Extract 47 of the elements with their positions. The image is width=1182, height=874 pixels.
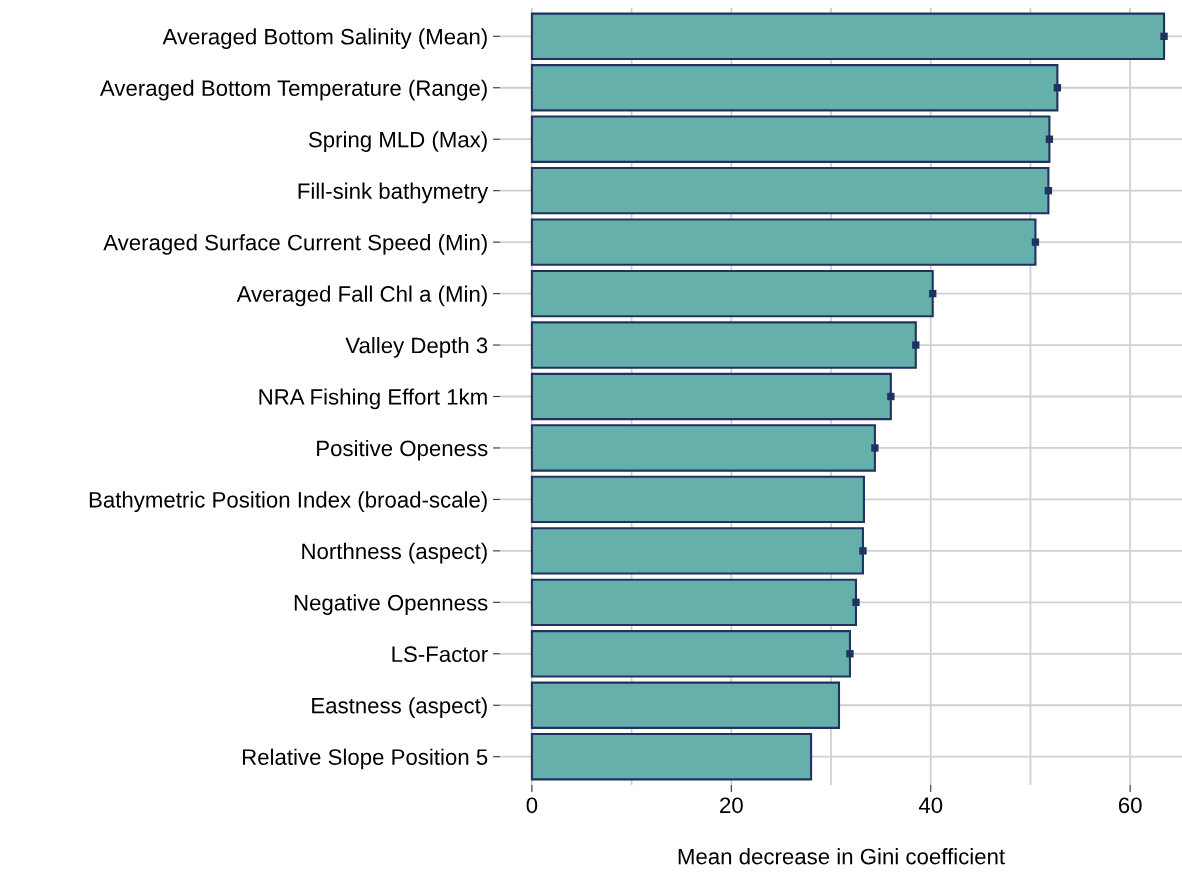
y-tick-label: Negative Openness <box>294 594 488 615</box>
bar <box>530 218 1037 266</box>
x-tick-label: 20 <box>720 797 743 814</box>
y-tick-label: Northness (aspect) <box>302 542 487 564</box>
bar <box>530 681 841 729</box>
bar <box>530 166 1050 215</box>
x-axis-title: Mean decrease in Gini coefficient <box>678 848 1005 865</box>
y-tick-label: Eastness (aspect) <box>312 697 487 718</box>
y-tick-label: Averaged Surface Current Speed (Min) <box>103 234 487 255</box>
x-tick-label: 60 <box>1118 797 1142 814</box>
y-tick-label: Averaged Fall Chl a (Min) <box>236 285 487 307</box>
x-tick-label: 0 <box>526 797 538 814</box>
bar <box>530 424 876 472</box>
bar <box>530 321 917 369</box>
bar <box>530 372 892 421</box>
bar <box>530 630 852 678</box>
bar <box>530 115 1051 163</box>
bar <box>530 475 865 524</box>
y-tick-label: Averaged Bottom Salinity (Mean) <box>162 28 487 49</box>
y-tick-label: Positive Openess <box>317 439 488 461</box>
y-tick-label: Averaged Bottom Temperature (Range) <box>99 79 487 101</box>
bar <box>530 269 934 318</box>
bar <box>530 12 1166 60</box>
y-tick-label: Fill-sink bathymetry <box>298 182 489 204</box>
y-tick-label: Valley Depth 3 <box>345 336 488 358</box>
bar <box>530 527 864 575</box>
x-tick-label: 40 <box>918 797 943 814</box>
point <box>912 341 920 349</box>
y-tick-label: Spring MLD (Max) <box>308 131 487 152</box>
point <box>859 547 867 555</box>
point <box>1053 84 1062 92</box>
bar <box>530 64 1059 112</box>
point <box>852 598 860 606</box>
bar <box>530 733 813 781</box>
y-tick-label: Bathymetric Position Index (broad-scale) <box>89 491 487 513</box>
point <box>887 392 895 401</box>
y-tick-label: NRA Fishing Effort 1km <box>259 388 487 410</box>
point <box>1045 135 1054 143</box>
point <box>1031 238 1040 246</box>
point <box>1160 32 1168 40</box>
point <box>929 289 937 298</box>
point <box>1044 187 1053 195</box>
point <box>846 650 854 658</box>
y-tick-label: LS-Factor <box>392 646 488 663</box>
bar <box>530 578 857 627</box>
point <box>871 444 879 452</box>
y-tick-label: Relative Slope Position 5 <box>242 748 488 770</box>
